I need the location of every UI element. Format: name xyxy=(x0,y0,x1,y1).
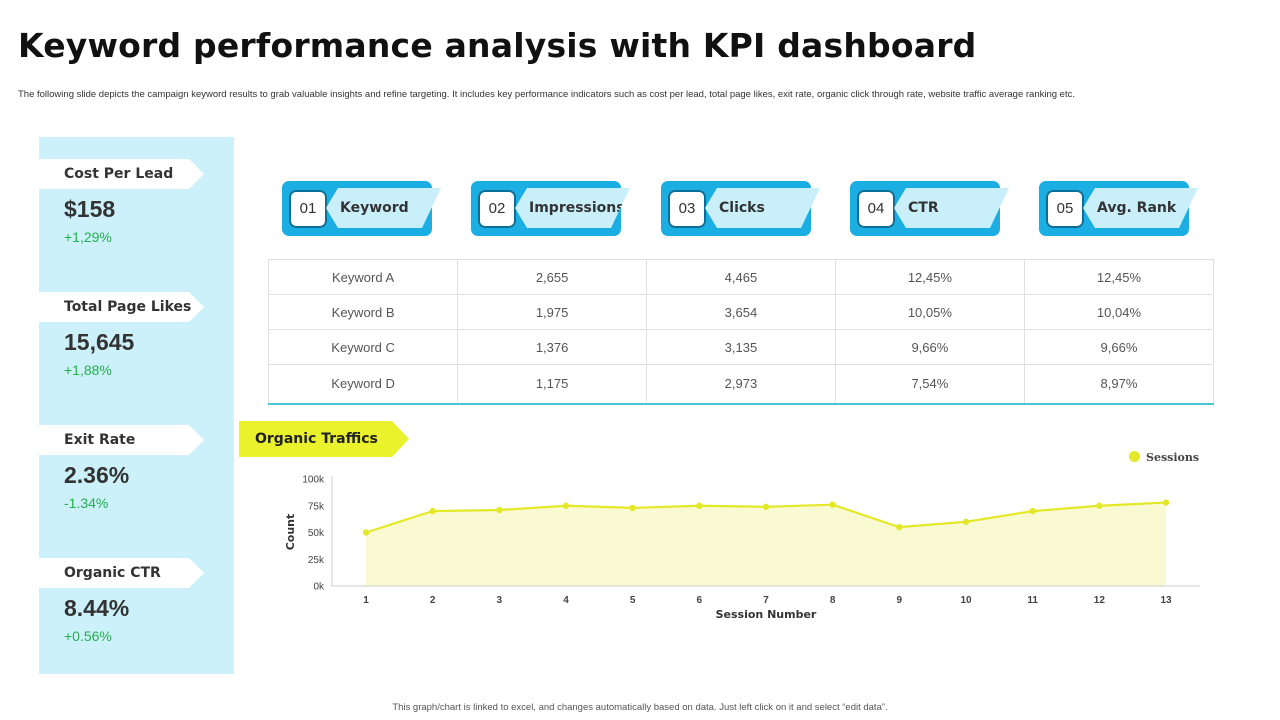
data-point xyxy=(1162,499,1170,506)
kpi-value: 15,645 xyxy=(64,329,135,355)
table-cell: 9,66% xyxy=(1023,329,1215,365)
table-row: Keyword D 1,175 2,973 7,54% 8,97% xyxy=(267,364,1215,405)
data-point xyxy=(1096,502,1103,509)
tab-number: 05 xyxy=(1046,190,1084,228)
footer-note: This graph/chart is linked to excel, and… xyxy=(392,702,888,713)
table-cell: Keyword D xyxy=(267,364,459,405)
x-tick-label: 13 xyxy=(1160,595,1172,606)
tab-ctr[interactable]: 04 CTR xyxy=(850,181,1009,236)
kpi-change: +0.56% xyxy=(64,628,112,644)
data-point xyxy=(1029,507,1036,515)
x-axis-title: Session Number xyxy=(716,608,817,621)
chart-legend: Sessions xyxy=(1129,451,1199,464)
table-cell: 8,97% xyxy=(1023,364,1215,405)
table-row: Keyword B 1,975 3,654 10,05% 10,04% xyxy=(267,294,1215,330)
table-cell: Keyword B xyxy=(267,294,459,330)
y-tick-label: 25k xyxy=(308,555,325,566)
tab-impressions[interactable]: 02 Impressions xyxy=(471,181,630,236)
data-point xyxy=(962,518,970,525)
y-tick-label: 0k xyxy=(313,582,325,593)
data-point xyxy=(496,506,503,514)
tab-number: 02 xyxy=(478,190,516,228)
x-tick-label: 7 xyxy=(763,595,769,606)
table-cell: 4,465 xyxy=(646,259,836,295)
tab-number: 04 xyxy=(857,190,895,228)
tab-label: CTR xyxy=(894,188,1009,228)
data-point xyxy=(562,502,570,509)
tab-avg-rank[interactable]: 05 Avg. Rank xyxy=(1039,181,1198,236)
x-tick-label: 8 xyxy=(830,595,836,606)
data-point xyxy=(696,502,703,509)
tab-keyword[interactable]: 01 Keyword xyxy=(282,181,441,236)
data-point xyxy=(429,507,436,515)
x-tick-label: 12 xyxy=(1094,595,1106,606)
kpi-label: Exit Rate xyxy=(39,425,204,455)
page-title: Keyword performance analysis with KPI da… xyxy=(18,26,977,65)
tab-number: 03 xyxy=(668,190,706,228)
table-cell: Keyword C xyxy=(267,329,459,365)
series-area xyxy=(366,502,1166,586)
kpi-label: Total Page Likes xyxy=(39,292,204,322)
y-axis-title: Count xyxy=(284,514,297,551)
table-cell: Keyword A xyxy=(267,259,459,295)
keyword-table: Keyword A 2,655 4,465 12,45% 12,45% Keyw… xyxy=(267,259,1215,405)
kpi-panel: Cost Per Lead $158 +1,29% Total Page Lik… xyxy=(39,137,234,674)
kpi-label: Cost Per Lead xyxy=(39,159,204,189)
tab-number: 01 xyxy=(289,190,327,228)
table-cell: 1,175 xyxy=(457,364,648,405)
tab-label: Clicks xyxy=(705,188,820,228)
table-cell: 12,45% xyxy=(834,259,1025,295)
kpi-change: +1,88% xyxy=(64,362,112,378)
table-cell: 12,45% xyxy=(1023,259,1215,295)
x-tick-label: 1 xyxy=(363,595,369,606)
table-row: Keyword A 2,655 4,465 12,45% 12,45% xyxy=(267,259,1215,295)
table-row: Keyword C 1,376 3,135 9,66% 9,66% xyxy=(267,329,1215,365)
kpi-change: -1.34% xyxy=(64,495,109,511)
y-tick-label: 50k xyxy=(308,528,325,539)
x-tick-label: 9 xyxy=(897,595,903,606)
y-tick-label: 75k xyxy=(308,501,325,512)
tab-label: Impressions xyxy=(515,188,630,228)
table-cell: 1,376 xyxy=(457,329,648,365)
kpi-label: Organic CTR xyxy=(39,558,204,588)
data-point xyxy=(896,523,903,531)
organic-traffics-banner: Organic Traffics xyxy=(239,421,409,457)
data-point xyxy=(629,504,636,512)
kpi-value: 8.44% xyxy=(64,595,130,621)
data-point xyxy=(829,501,836,508)
tab-label: Keyword xyxy=(326,188,441,228)
table-cell: 2,655 xyxy=(457,259,648,295)
y-tick-label: 100k xyxy=(302,475,325,486)
table-cell: 9,66% xyxy=(834,329,1025,365)
x-tick-label: 6 xyxy=(697,595,703,606)
table-cell: 7,54% xyxy=(834,364,1025,405)
data-point xyxy=(362,529,370,536)
x-tick-label: 5 xyxy=(630,595,636,606)
table-cell: 10,05% xyxy=(834,294,1025,330)
legend-marker xyxy=(1129,451,1140,462)
table-cell: 2,973 xyxy=(646,364,836,405)
tab-label: Avg. Rank xyxy=(1083,188,1198,228)
legend-label: Sessions xyxy=(1146,451,1200,464)
x-tick-label: 3 xyxy=(497,595,503,606)
table-cell: 3,654 xyxy=(646,294,836,330)
kpi-change: +1,29% xyxy=(64,229,112,245)
x-tick-label: 10 xyxy=(960,595,972,606)
table-cell: 10,04% xyxy=(1023,294,1215,330)
kpi-value: 2.36% xyxy=(64,462,130,488)
x-tick-label: 4 xyxy=(563,595,569,606)
kpi-value: $158 xyxy=(64,196,116,222)
page-subtitle: The following slide depicts the campaign… xyxy=(18,89,1075,100)
x-tick-label: 2 xyxy=(430,595,436,606)
table-cell: 1,975 xyxy=(457,294,648,330)
tab-clicks[interactable]: 03 Clicks xyxy=(661,181,820,236)
data-point xyxy=(762,503,770,511)
table-cell: 3,135 xyxy=(646,329,836,365)
x-tick-label: 11 xyxy=(1027,595,1038,606)
